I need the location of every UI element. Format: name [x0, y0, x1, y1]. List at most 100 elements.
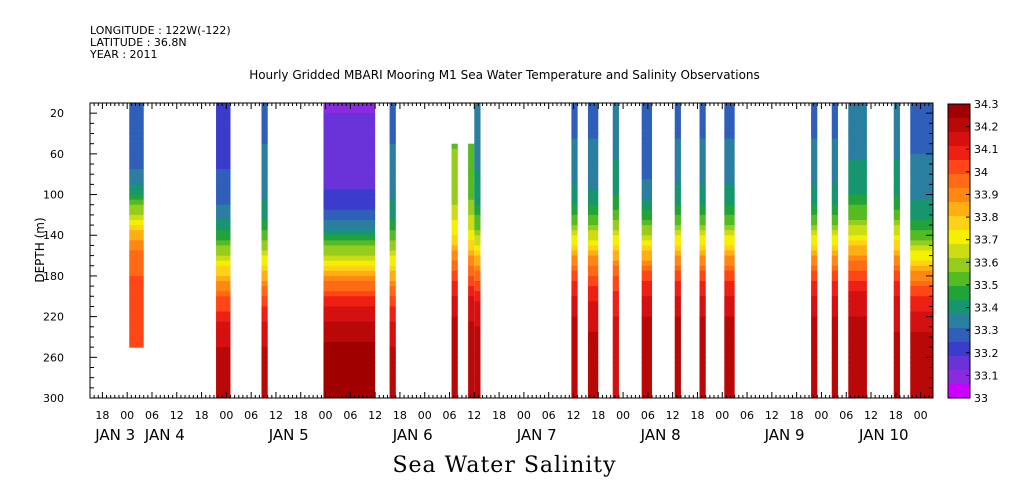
colorbar-swatch — [948, 286, 970, 301]
y-tick-label: 100 — [43, 189, 64, 202]
latitude-label: LATITUDE : 36.8N — [90, 36, 187, 49]
colorbar-swatch — [948, 272, 970, 287]
x-tick-label: 18 — [790, 409, 804, 422]
colorbar-swatch — [948, 328, 970, 343]
x-tick-label: 06 — [542, 409, 556, 422]
y-tick-label: 60 — [50, 148, 64, 161]
colorbar-label: 34 — [974, 166, 988, 179]
colorbar-swatch — [948, 174, 970, 189]
y-tick-label: 20 — [50, 107, 64, 120]
colorbar-swatch — [948, 244, 970, 259]
colorbar-swatch — [948, 300, 970, 315]
colorbar-swatch — [948, 160, 970, 175]
colorbar-label: 34.3 — [974, 98, 999, 111]
y-tick-label: 140 — [43, 229, 64, 242]
x-tick-label: 18 — [195, 409, 209, 422]
colorbar-swatch — [948, 216, 970, 231]
x-tick-label: 06 — [443, 409, 457, 422]
x-tick-label: 00 — [616, 409, 630, 422]
salinity-column-13 — [674, 103, 681, 398]
colorbar-swatch — [948, 188, 970, 203]
x-day-label: JAN 7 — [516, 426, 557, 444]
colorbar-swatch — [948, 370, 970, 385]
x-tick-label: 00 — [120, 409, 134, 422]
x-tick-label: 00 — [219, 409, 233, 422]
salinity-column-17 — [831, 103, 838, 398]
x-tick-label: 18 — [690, 409, 704, 422]
salinity-column-5 — [389, 103, 396, 398]
salinity-column-8 — [474, 103, 481, 398]
x-tick-label: 06 — [740, 409, 754, 422]
x-tick-label: 00 — [517, 409, 531, 422]
salinity-column-18 — [848, 103, 867, 398]
x-tick-label: 12 — [368, 409, 382, 422]
colorbar-swatch — [948, 230, 970, 245]
x-tick-label: 06 — [343, 409, 357, 422]
salinity-column-4 — [323, 103, 376, 398]
x-tick-label: 00 — [319, 409, 333, 422]
x-tick-label: 12 — [666, 409, 680, 422]
x-tick-label: 06 — [641, 409, 655, 422]
salinity-column-9 — [571, 103, 578, 398]
x-tick-label: 12 — [170, 409, 184, 422]
x-axis-label: Sea Water Salinity — [392, 453, 617, 478]
salinity-column-19 — [893, 103, 900, 398]
x-day-label: JAN 5 — [268, 426, 309, 444]
colorbar-swatch — [948, 258, 970, 273]
x-tick-label: 00 — [715, 409, 729, 422]
x-tick-label: 18 — [393, 409, 407, 422]
colorbar-label: 33.2 — [974, 347, 999, 360]
colorbar-frame — [947, 103, 971, 399]
x-tick-label: 12 — [467, 409, 481, 422]
x-tick-label: 12 — [269, 409, 283, 422]
y-tick-label: 260 — [43, 351, 64, 364]
x-tick-label: 06 — [839, 409, 853, 422]
colorbar-label: 34.2 — [974, 121, 999, 134]
colorbar-label: 33.7 — [974, 234, 999, 247]
salinity-column-1 — [129, 103, 144, 348]
colorbar-label: 34.1 — [974, 143, 999, 156]
x-tick-label: 00 — [914, 409, 928, 422]
x-tick-label: 18 — [294, 409, 308, 422]
salinity-column-6 — [451, 143, 458, 398]
salinity-column-11 — [612, 103, 619, 398]
x-tick-label: 18 — [889, 409, 903, 422]
y-tick-label: 180 — [43, 270, 64, 283]
salinity-column-2 — [216, 103, 231, 398]
x-tick-label: 18 — [492, 409, 506, 422]
y-tick-label: 300 — [43, 392, 64, 405]
colorbar-label: 33.5 — [974, 279, 999, 292]
colorbar-swatch — [948, 132, 970, 147]
salinity-column-15 — [724, 103, 735, 398]
x-day-label: JAN 6 — [392, 426, 433, 444]
year-label: YEAR : 2011 — [90, 48, 158, 61]
colorbar-swatch — [948, 384, 970, 399]
x-tick-label: 00 — [814, 409, 828, 422]
salinity-column-16 — [811, 103, 818, 398]
colorbar-swatch — [948, 146, 970, 161]
x-tick-label: 12 — [765, 409, 779, 422]
y-tick-label: 220 — [43, 311, 64, 324]
salinity-column-7 — [468, 143, 475, 398]
salinity-column-3 — [261, 103, 268, 398]
salinity-column-20 — [910, 103, 933, 398]
x-tick-label: 18 — [591, 409, 605, 422]
colorbar-swatch — [948, 118, 970, 133]
x-tick-label: 18 — [95, 409, 109, 422]
x-tick-label: 06 — [145, 409, 159, 422]
x-day-label: JAN 4 — [144, 426, 185, 444]
x-tick-label: 12 — [864, 409, 878, 422]
x-day-label: JAN 3 — [94, 426, 135, 444]
colorbar-label: 33.4 — [974, 302, 999, 315]
y-axis-label: DEPTH (m) — [33, 217, 47, 282]
x-tick-label: 00 — [418, 409, 432, 422]
colorbar-swatch — [948, 356, 970, 371]
salinity-column-14 — [699, 103, 706, 398]
colorbar-label: 33.8 — [974, 211, 999, 224]
colorbar-label: 33.1 — [974, 369, 999, 382]
colorbar-label: 33.3 — [974, 324, 999, 337]
colorbar-label: 33.6 — [974, 256, 999, 269]
colorbar-swatch — [948, 342, 970, 357]
